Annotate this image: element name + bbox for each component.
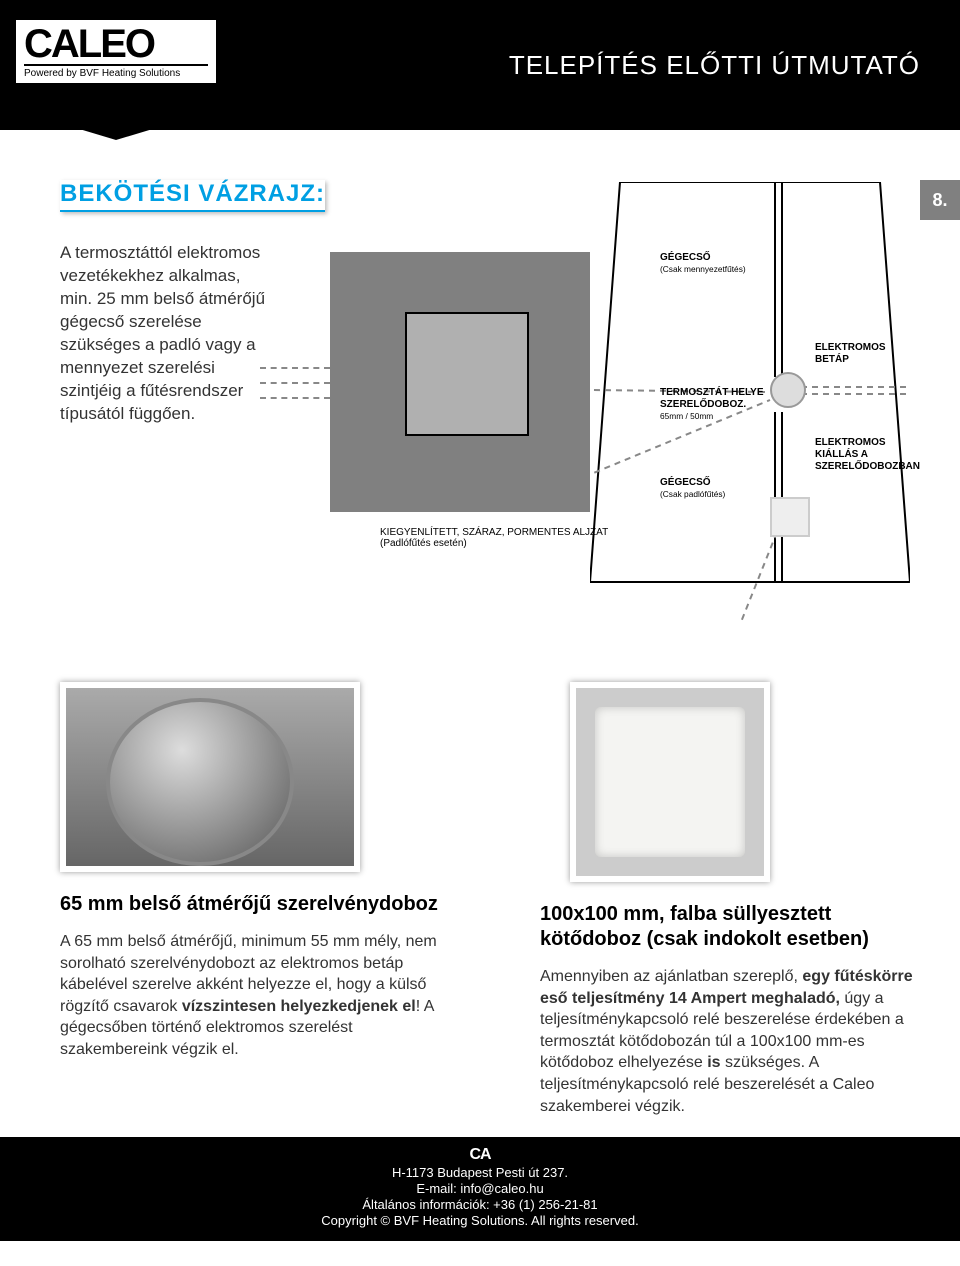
page-body: BEKÖTÉSI VÁZRAJZ: 8. A termosztáttól ele… bbox=[0, 130, 960, 1137]
photo-round-box bbox=[60, 682, 360, 872]
label-termosztat: TERMOSZTÁT HELYE SZERELŐDOBOZ. 65mm / 50… bbox=[660, 387, 780, 423]
junction-box-icon bbox=[770, 497, 810, 537]
dash-line-icon bbox=[260, 367, 330, 369]
label-aljzat: KIEGYENLÍTETT, SZÁRAZ, PORMENTES ALJZAT … bbox=[380, 527, 608, 549]
intro-text: A termosztáttól elektromos vezetékekhez … bbox=[60, 242, 270, 426]
footer-phone: Általános információk: +36 (1) 256-21-81 bbox=[0, 1197, 960, 1212]
col-left-body: A 65 mm belső átmérőjű, minimum 55 mm mé… bbox=[60, 931, 440, 1061]
footer-logo-icon: CA bbox=[0, 1146, 960, 1164]
logo-tagline: Powered by BVF Heating Solutions bbox=[24, 64, 208, 79]
footer: CA H-1173 Budapest Pesti út 237. E-mail:… bbox=[0, 1137, 960, 1241]
upper-row: A termosztáttól elektromos vezetékekhez … bbox=[60, 242, 920, 662]
col-left-title: 65 mm belső átmérőjű szerelvénydoboz bbox=[60, 892, 440, 917]
label-kiallas: ELEKTROMOS KIÁLLÁS A SZERELŐDOBOZBAN bbox=[815, 437, 925, 473]
dash-line-icon bbox=[260, 397, 330, 399]
doc-title: TELEPÍTÉS ELŐTTI ÚTMUTATÓ bbox=[509, 50, 920, 81]
col-right-title: 100x100 mm, falba süllyesztett kötődoboz… bbox=[540, 902, 920, 952]
footer-addr: H-1173 Budapest Pesti út 237. bbox=[0, 1165, 960, 1180]
header-bar: CALEO Powered by BVF Heating Solutions T… bbox=[0, 0, 960, 130]
page-number: 8. bbox=[920, 180, 960, 220]
floor-panel-icon bbox=[330, 252, 590, 512]
wiring-diagram: KIEGYENLÍTETT, SZÁRAZ, PORMENTES ALJZAT … bbox=[290, 242, 920, 662]
footer-email: E-mail: info@caleo.hu bbox=[0, 1181, 960, 1196]
col-right: 100x100 mm, falba süllyesztett kötődoboz… bbox=[540, 682, 920, 1117]
lower-row: 65 mm belső átmérőjű szerelvénydoboz A 6… bbox=[60, 682, 920, 1137]
col-left: 65 mm belső átmérőjű szerelvénydoboz A 6… bbox=[60, 682, 440, 1117]
logo-brand: CALEO bbox=[24, 26, 208, 62]
label-elektromos-betap: ELEKTROMOS BETÁP bbox=[815, 342, 920, 366]
label-gegecso-bot: GÉGECSŐ (Csak padlófűtés) bbox=[660, 477, 725, 501]
label-gegecso-top: GÉGECSŐ (Csak mennyezetfűtés) bbox=[660, 252, 746, 276]
footer-copy: Copyright © BVF Heating Solutions. All r… bbox=[0, 1213, 960, 1228]
col-right-body: Amennyiben az ajánlatban szereplő, egy f… bbox=[540, 966, 920, 1117]
dash-line-icon bbox=[260, 382, 330, 384]
section-title: BEKÖTÉSI VÁZRAJZ: bbox=[60, 180, 325, 212]
logo: CALEO Powered by BVF Heating Solutions bbox=[16, 20, 216, 83]
photo-junction-box bbox=[570, 682, 770, 882]
